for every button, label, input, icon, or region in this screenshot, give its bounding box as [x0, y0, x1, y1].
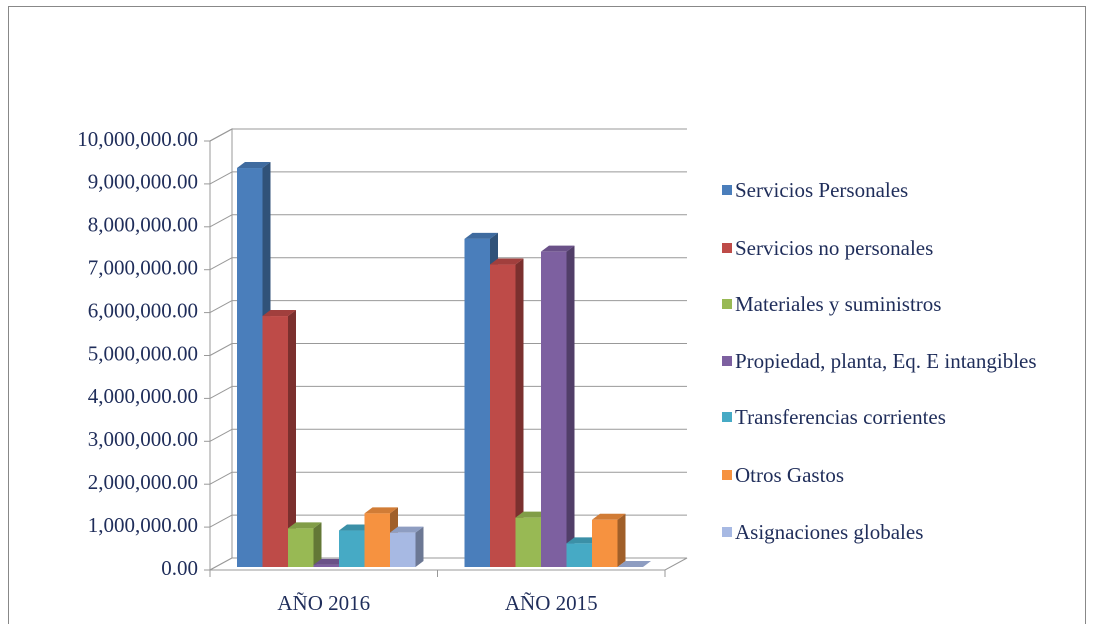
- bar-top-shade: [364, 507, 398, 514]
- bar: [288, 528, 314, 567]
- bar-top-shade: [262, 310, 296, 317]
- bar-top-shade: [617, 561, 651, 567]
- bar-top-shade: [541, 245, 575, 252]
- bar-top-shade: [490, 258, 524, 265]
- bar-top: [364, 507, 398, 514]
- bar-top-shade: [515, 511, 549, 518]
- y-tick-label: 4,000,000.00: [88, 384, 198, 408]
- y-tick-label: 3,000,000.00: [88, 427, 198, 451]
- legend-item: Propiedad, planta, Eq. E intangibles: [722, 349, 1070, 373]
- legend-item: Servicios no personales: [722, 236, 1070, 260]
- grid-line: [209, 343, 233, 356]
- bar-side-shade: [415, 526, 424, 567]
- bar-top-shade: [313, 558, 347, 565]
- grid-line: [209, 128, 233, 142]
- y-tick-label: 0.00: [161, 556, 198, 580]
- bar-top: [237, 162, 271, 169]
- bar: [364, 513, 390, 567]
- legend-swatch: [722, 185, 732, 195]
- y-tick-label: 5,000,000.00: [88, 341, 198, 365]
- bar: [339, 530, 365, 567]
- grid-line: [209, 300, 233, 314]
- bar-top: [288, 522, 322, 529]
- legend-label: Transferencias corrientes: [735, 405, 946, 429]
- legend-item: Otros Gastos: [722, 463, 1070, 487]
- y-tick-label: 7,000,000.00: [88, 256, 198, 280]
- bar: [464, 238, 490, 567]
- legend-swatch: [722, 527, 732, 537]
- bar: [592, 519, 618, 567]
- x-tick-label: AÑO 2016: [277, 591, 370, 615]
- legend-item: Materiales y suministros: [722, 292, 1070, 316]
- bar: [237, 168, 263, 567]
- bar: [541, 251, 567, 567]
- bar-side-shade: [515, 258, 524, 567]
- grid-line: [209, 214, 233, 228]
- legend-label: Propiedad, planta, Eq. E intangibles: [735, 349, 1037, 373]
- grid-line: [209, 257, 233, 271]
- bar-top-shade: [339, 524, 373, 531]
- legend-item: Servicios Personales: [722, 178, 1070, 202]
- bar: [490, 264, 516, 567]
- bar: [390, 532, 416, 567]
- legend-item: Transferencias corrientes: [722, 405, 1070, 429]
- bar-side: [617, 513, 626, 567]
- bar-side: [313, 522, 322, 567]
- bar-side: [288, 310, 296, 567]
- bar-top: [464, 232, 498, 239]
- legend-label: Servicios no personales: [735, 236, 934, 260]
- bar-top-shade: [237, 162, 271, 169]
- grid-line: [209, 514, 233, 528]
- legend-item: Asignaciones globales: [722, 520, 1070, 544]
- legend-swatch: [722, 243, 732, 253]
- bar-top-shade: [566, 537, 600, 544]
- bar-top: [617, 561, 651, 567]
- legend-label: Asignaciones globales: [735, 520, 924, 544]
- y-tick-label: 6,000,000.00: [88, 298, 198, 322]
- bar-top-shade: [390, 526, 424, 533]
- grid-line: [209, 471, 233, 485]
- bar-top: [541, 245, 575, 252]
- y-tick-label: 10,000,000.00: [77, 127, 198, 151]
- bar-side-shade: [566, 245, 575, 567]
- bar-side: [415, 526, 424, 567]
- legend-label: Materiales y suministros: [735, 292, 942, 316]
- bar-top: [313, 558, 347, 565]
- grid-line: [209, 428, 233, 442]
- x-tick-label: AÑO 2015: [505, 591, 598, 615]
- bar-top: [390, 526, 424, 533]
- bar-top-shade: [464, 232, 498, 239]
- bar-side-shade: [313, 522, 322, 567]
- bar: [262, 316, 288, 567]
- bar: [515, 517, 541, 567]
- grid-line: [209, 385, 233, 399]
- legend-swatch: [722, 356, 732, 366]
- legend-swatch: [722, 412, 732, 422]
- y-tick-label: 8,000,000.00: [88, 213, 198, 237]
- bar-side: [566, 245, 575, 567]
- legend-swatch: [722, 470, 732, 480]
- legend-label: Servicios Personales: [735, 178, 909, 202]
- bar: [566, 543, 592, 567]
- y-tick-label: 9,000,000.00: [88, 170, 198, 194]
- bar: [313, 564, 339, 567]
- bar-top: [515, 511, 549, 518]
- grid-line: [209, 171, 233, 185]
- bar-top: [339, 524, 373, 531]
- bar-top-shade: [592, 513, 626, 520]
- legend-label: Otros Gastos: [735, 463, 845, 487]
- bar-top: [490, 258, 524, 265]
- bar-top-shade: [288, 522, 322, 529]
- bar-side-shade: [617, 513, 626, 567]
- y-tick-label: 2,000,000.00: [88, 470, 198, 494]
- bar-top: [262, 310, 296, 317]
- legend-swatch: [722, 299, 732, 309]
- bar-top: [566, 537, 600, 544]
- bar-side-shade: [288, 310, 296, 567]
- y-tick-label: 1,000,000.00: [88, 513, 198, 537]
- bar-top: [592, 513, 626, 520]
- bar-side: [515, 258, 524, 567]
